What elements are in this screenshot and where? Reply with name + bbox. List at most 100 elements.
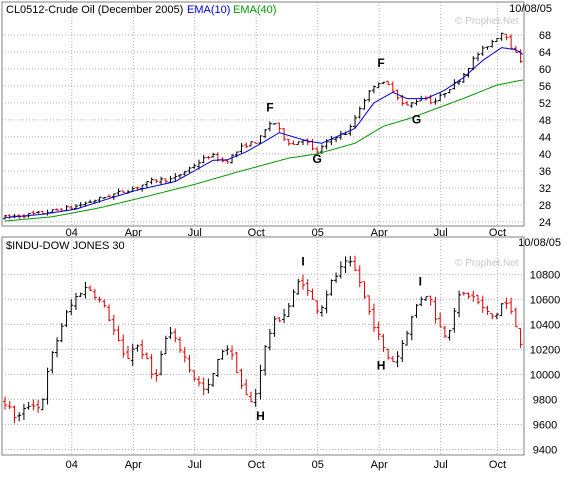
price-bar [144, 352, 149, 360]
price-bar [159, 176, 164, 185]
price-bar [173, 173, 178, 182]
dow-jones-panel: © Prophet.Net $INDU-DOW JONES 30 10/08/0… [1, 236, 561, 471]
x-tick-label: 05 [312, 459, 324, 471]
price-bar [390, 81, 395, 94]
price-bar [286, 302, 291, 318]
price-bar [201, 154, 206, 164]
price-bar [267, 121, 272, 132]
price-bar [376, 321, 381, 341]
y-tick-label: 56 [539, 81, 551, 93]
price-bar [376, 82, 381, 89]
price-bar [149, 353, 154, 379]
price-bar [83, 281, 88, 299]
price-bar [414, 304, 419, 318]
price-bar [296, 278, 301, 295]
y-tick-label: 32 [539, 183, 551, 195]
x-tick-label: 04 [66, 459, 78, 471]
price-bar [457, 290, 462, 318]
price-bar [40, 398, 45, 411]
price-bar [263, 129, 268, 139]
crude-oil-ema10-line [4, 47, 524, 219]
price-bar [206, 378, 211, 394]
x-tick-label: Oct [248, 227, 265, 239]
crude-oil-x-labels: 04 Apr Jul Oct 05 Apr Jul Oct [66, 227, 506, 239]
price-bar [50, 351, 55, 374]
price-bar [31, 210, 36, 216]
price-bar [319, 305, 324, 317]
price-bar [405, 330, 410, 346]
price-bar [461, 292, 466, 296]
price-bar [187, 354, 192, 373]
y-tick-label: 9600 [533, 419, 557, 431]
price-bar [490, 313, 495, 320]
price-bar [390, 355, 395, 363]
price-bar [111, 314, 116, 335]
price-bar [215, 358, 220, 377]
price-bar [324, 290, 329, 314]
crude-oil-ema40-label: EMA(40) [233, 4, 276, 16]
price-bar [272, 123, 277, 125]
price-bar [211, 152, 216, 158]
y-tick-label: 10400 [530, 319, 561, 331]
price-bar [168, 326, 173, 339]
price-bar [17, 412, 22, 422]
y-tick-label: 10000 [530, 369, 561, 381]
y-tick-label: 10800 [530, 269, 561, 281]
price-bar [405, 100, 410, 106]
y-tick-label: 44 [539, 132, 551, 144]
price-bar [499, 32, 504, 41]
price-bar [471, 56, 476, 71]
price-bar [36, 399, 41, 413]
price-bar [438, 312, 443, 328]
price-bar [144, 181, 149, 188]
price-bar [239, 142, 244, 154]
price-bar [78, 202, 83, 208]
price-bar [490, 39, 495, 48]
price-bar [504, 33, 509, 41]
price-bar [31, 399, 36, 411]
price-bar [149, 177, 154, 185]
x-tick-label: Jul [188, 459, 202, 471]
annotation-label: I [301, 255, 304, 269]
price-bar [400, 339, 405, 363]
price-bar [305, 279, 310, 296]
price-bar [211, 373, 216, 387]
crude-oil-title: CL0512-Crude Oil (December 2005) [6, 4, 183, 16]
x-tick-label: Jul [434, 227, 448, 239]
price-bar [409, 315, 414, 341]
price-bar [206, 155, 211, 160]
annotation-label: F [377, 56, 384, 70]
price-bar [92, 288, 97, 300]
x-tick-label: Oct [248, 459, 265, 471]
dow-jones-date-label: 10/08/05 [518, 237, 561, 249]
price-bar [476, 294, 480, 305]
x-tick-label: Apr [125, 227, 142, 239]
price-bar [107, 194, 112, 198]
x-tick-label: Apr [125, 459, 142, 471]
price-bar [220, 349, 225, 360]
crude-oil-panel-border [1, 1, 525, 227]
price-bar [277, 317, 282, 323]
price-bar [92, 199, 97, 204]
price-bar [499, 303, 504, 316]
price-bar [480, 45, 485, 56]
annotation-label: G [313, 152, 322, 166]
dow-jones-title: $INDU-DOW JONES 30 [6, 240, 125, 252]
price-bar [201, 377, 206, 396]
price-bar [230, 154, 235, 164]
price-bar [471, 290, 476, 302]
price-bar [334, 272, 339, 283]
price-bar [447, 329, 452, 341]
price-bar [121, 334, 126, 358]
price-bar [296, 141, 301, 146]
price-bar [107, 304, 112, 322]
price-bar [343, 256, 348, 274]
dow-jones-y-ticks: 9400 9600 9800 10000 10200 10400 10600 10800 [530, 269, 561, 456]
price-bar [234, 151, 239, 158]
price-bar [300, 274, 305, 290]
y-tick-label: 28 [539, 200, 551, 212]
price-bar [36, 210, 41, 214]
y-tick-label: 64 [539, 47, 551, 59]
price-bar [178, 336, 183, 353]
crude-oil-y-ticks: 24 28 32 36 40 44 48 52 56 60 64 68 [539, 30, 551, 229]
